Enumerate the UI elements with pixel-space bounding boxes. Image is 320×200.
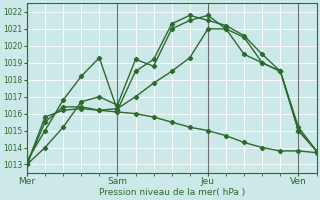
X-axis label: Pression niveau de la mer( hPa ): Pression niveau de la mer( hPa ) bbox=[99, 188, 245, 197]
